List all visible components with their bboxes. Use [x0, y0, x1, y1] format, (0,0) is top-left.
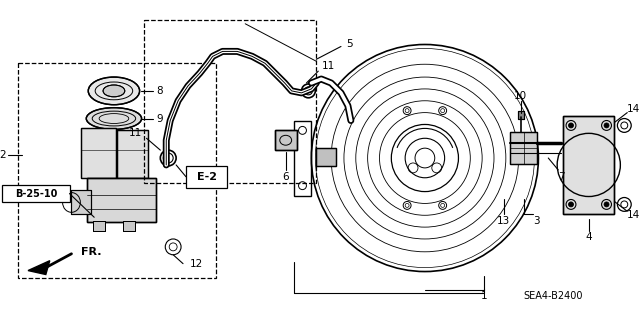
Bar [123, 221, 134, 231]
Text: 6: 6 [282, 172, 289, 182]
Ellipse shape [88, 77, 140, 105]
Text: 5: 5 [346, 39, 353, 48]
Ellipse shape [103, 85, 125, 97]
Text: 7: 7 [558, 172, 564, 182]
Text: 9: 9 [156, 114, 163, 123]
Bar [93, 221, 105, 231]
Bar [81, 129, 116, 178]
Bar [510, 132, 538, 164]
Bar [72, 189, 92, 214]
Text: 4: 4 [586, 232, 592, 242]
Text: 8: 8 [156, 86, 163, 96]
Bar [563, 115, 614, 214]
Text: 12: 12 [190, 259, 203, 269]
Circle shape [568, 202, 573, 207]
Text: 10: 10 [514, 91, 527, 101]
Bar [87, 178, 156, 222]
Text: SEA4-B2400: SEA4-B2400 [524, 291, 583, 301]
Text: 13: 13 [497, 216, 511, 226]
Text: 11: 11 [322, 61, 335, 71]
Text: 11: 11 [129, 128, 143, 138]
Bar [518, 111, 524, 119]
Circle shape [604, 202, 609, 207]
Bar [510, 132, 538, 164]
Circle shape [568, 123, 573, 128]
Bar [81, 129, 116, 178]
Text: 3: 3 [534, 216, 540, 226]
Text: E-2: E-2 [196, 172, 217, 182]
Ellipse shape [86, 108, 141, 130]
Bar [143, 20, 316, 183]
Bar [316, 148, 336, 166]
Text: 1: 1 [481, 291, 488, 301]
Bar [563, 115, 614, 214]
Bar [87, 178, 156, 222]
Bar [72, 189, 92, 214]
Bar [123, 221, 134, 231]
Bar [186, 166, 227, 188]
Bar [117, 130, 148, 178]
Text: B-25-10: B-25-10 [15, 189, 57, 198]
Text: 14: 14 [627, 210, 640, 220]
Bar [93, 221, 105, 231]
Bar [518, 111, 524, 119]
Text: FR.: FR. [81, 247, 102, 257]
Bar [316, 148, 336, 166]
Text: 14: 14 [627, 104, 640, 114]
Polygon shape [28, 261, 50, 275]
Text: 2: 2 [0, 150, 6, 160]
Bar [275, 130, 296, 150]
Bar [294, 121, 312, 196]
Bar [275, 130, 296, 150]
Bar [18, 63, 216, 278]
Bar [3, 185, 70, 203]
Circle shape [604, 123, 609, 128]
Bar [117, 130, 148, 178]
